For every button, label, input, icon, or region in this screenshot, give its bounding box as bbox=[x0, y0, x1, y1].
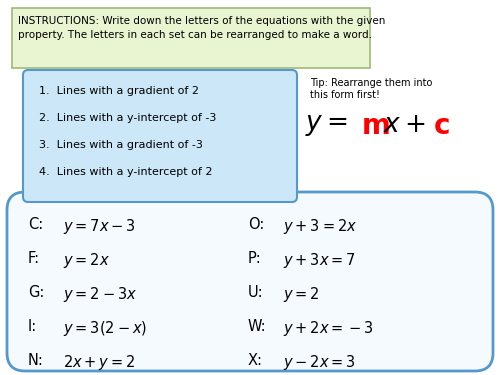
Text: W:: W: bbox=[248, 319, 266, 334]
Text: 4.  Lines with a y-intercept of 2: 4. Lines with a y-intercept of 2 bbox=[39, 167, 212, 177]
FancyBboxPatch shape bbox=[23, 70, 297, 202]
Text: $\mathit{\mathbf{m}}$: $\mathit{\mathbf{m}}$ bbox=[361, 112, 390, 140]
Text: $y - 2x = 3$: $y - 2x = 3$ bbox=[283, 353, 356, 372]
Text: 2.  Lines with a y-intercept of -3: 2. Lines with a y-intercept of -3 bbox=[39, 113, 216, 123]
Text: F:: F: bbox=[28, 251, 40, 266]
Text: 3.  Lines with a gradient of -3: 3. Lines with a gradient of -3 bbox=[39, 140, 203, 150]
Text: U:: U: bbox=[248, 285, 264, 300]
Text: property. The letters in each set can be rearranged to make a word.: property. The letters in each set can be… bbox=[18, 30, 372, 40]
Text: $y = 3(2 - x)$: $y = 3(2 - x)$ bbox=[63, 319, 148, 338]
Text: INSTRUCTIONS: Write down the letters of the equations with the given: INSTRUCTIONS: Write down the letters of … bbox=[18, 16, 386, 26]
Text: 1.  Lines with a gradient of 2: 1. Lines with a gradient of 2 bbox=[39, 86, 199, 96]
Text: $y = 2x$: $y = 2x$ bbox=[63, 251, 110, 270]
Text: I:: I: bbox=[28, 319, 37, 334]
Text: Tip: Rearrange them into
this form first!: Tip: Rearrange them into this form first… bbox=[310, 78, 432, 100]
FancyBboxPatch shape bbox=[12, 8, 370, 68]
Text: $y = 2 - 3x$: $y = 2 - 3x$ bbox=[63, 285, 138, 304]
Text: C:: C: bbox=[28, 217, 44, 232]
Text: $y = 2$: $y = 2$ bbox=[283, 285, 320, 304]
Text: $2x + y = 2$: $2x + y = 2$ bbox=[63, 353, 136, 372]
Text: $y = $: $y = $ bbox=[305, 112, 348, 138]
Text: N:: N: bbox=[28, 353, 44, 368]
Text: $y + 2x = -3$: $y + 2x = -3$ bbox=[283, 319, 374, 338]
Text: X:: X: bbox=[248, 353, 263, 368]
Text: $y = 7x - 3$: $y = 7x - 3$ bbox=[63, 217, 136, 236]
Text: $x + $: $x + $ bbox=[383, 112, 426, 138]
Text: O:: O: bbox=[248, 217, 264, 232]
FancyBboxPatch shape bbox=[7, 192, 493, 371]
Text: $y + 3 = 2x$: $y + 3 = 2x$ bbox=[283, 217, 358, 236]
Text: $y + 3x = 7$: $y + 3x = 7$ bbox=[283, 251, 356, 270]
Text: P:: P: bbox=[248, 251, 262, 266]
Text: G:: G: bbox=[28, 285, 44, 300]
Text: $\mathit{\mathbf{c}}$: $\mathit{\mathbf{c}}$ bbox=[433, 112, 450, 140]
